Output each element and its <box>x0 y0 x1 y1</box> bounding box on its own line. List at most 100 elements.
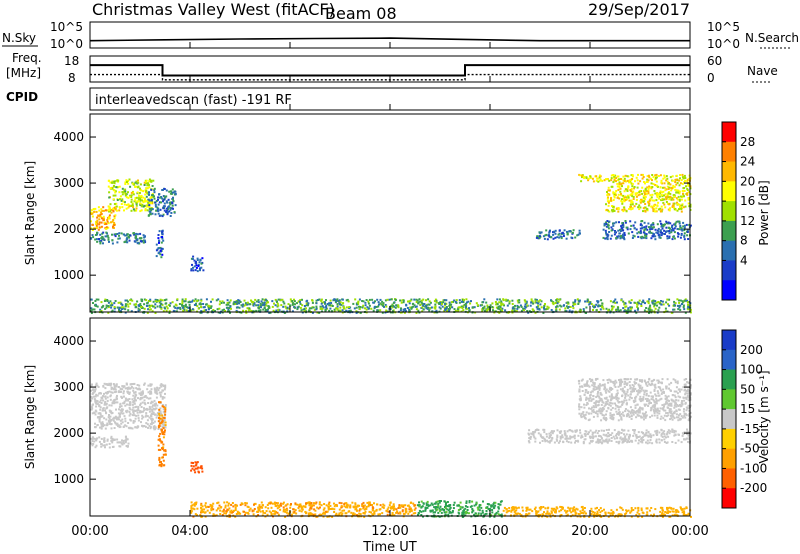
heatmap-cell <box>608 193 611 196</box>
heatmap-cell <box>681 203 684 206</box>
heatmap-cell <box>236 510 239 513</box>
heatmap-cell <box>660 234 663 237</box>
heatmap-cell <box>104 397 107 400</box>
heatmap-cell <box>158 410 161 413</box>
heatmap-cell <box>548 231 551 234</box>
heatmap-cell <box>210 507 213 510</box>
heatmap-cell <box>195 264 198 267</box>
heatmap-cell <box>664 189 667 192</box>
heatmap-cell <box>111 441 114 444</box>
heatmap-cell <box>160 201 162 204</box>
heatmap-cell <box>639 199 642 202</box>
heatmap-cell <box>658 208 660 211</box>
heatmap-cell <box>127 182 130 185</box>
heatmap-cell <box>193 299 196 302</box>
heatmap-cell <box>662 190 665 193</box>
heatmap-cell <box>629 228 632 231</box>
heatmap-cell <box>130 205 132 207</box>
heatmap-cell <box>164 408 167 411</box>
heatmap-cell <box>606 194 609 197</box>
heatmap-cell <box>282 506 285 509</box>
heatmap-cell <box>378 303 380 306</box>
heatmap-cell <box>100 208 103 211</box>
heatmap-cell <box>638 208 641 211</box>
heatmap-cell <box>265 304 268 307</box>
heatmap-cell <box>349 309 352 312</box>
heatmap-cell <box>94 399 97 402</box>
heatmap-cell <box>666 235 669 238</box>
heatmap-cell <box>629 511 632 514</box>
heatmap-cell <box>630 193 633 196</box>
heatmap-cell <box>578 173 581 176</box>
heatmap-cell <box>144 200 146 203</box>
heatmap-cell <box>595 179 598 182</box>
heatmap-cell <box>221 300 224 303</box>
heatmap-cell <box>112 219 115 221</box>
heatmap-cell <box>94 207 97 210</box>
heatmap-cell <box>156 299 159 301</box>
heatmap-cell <box>390 298 393 301</box>
heatmap-cell <box>525 508 528 511</box>
heatmap-cell <box>166 307 169 310</box>
heatmap-cell <box>630 188 633 190</box>
heatmap-cell <box>679 205 681 208</box>
heatmap-cell <box>201 467 204 470</box>
heatmap-cell <box>157 210 160 213</box>
heatmap-cell <box>118 232 121 235</box>
heatmap-cell <box>199 514 202 516</box>
heatmap-cell <box>163 202 166 205</box>
heatmap-cell <box>148 191 150 194</box>
heatmap-cell <box>513 514 516 517</box>
heatmap-cell <box>587 179 590 182</box>
heatmap-cell <box>158 391 161 394</box>
power-ylabel: Slant Range [km] <box>23 161 37 265</box>
heatmap-cell <box>625 512 628 515</box>
heatmap-cell <box>154 213 157 216</box>
heatmap-cell <box>277 308 280 311</box>
heatmap-cell <box>613 233 616 236</box>
heatmap-cell <box>460 305 463 308</box>
heatmap-cell <box>633 187 636 190</box>
heatmap-cell <box>637 307 639 310</box>
heatmap-cell <box>106 406 109 409</box>
heatmap-cell <box>95 382 98 385</box>
heatmap-cell <box>497 513 500 516</box>
heatmap-cell <box>194 298 197 301</box>
heatmap-cell <box>469 302 472 305</box>
heatmap-cell <box>623 199 625 201</box>
heatmap-cell <box>124 194 127 197</box>
heatmap-cell <box>294 303 296 306</box>
heatmap-cell <box>371 298 374 301</box>
heatmap-cell <box>349 504 352 507</box>
heatmap-cell <box>687 238 690 240</box>
heatmap-cell <box>595 175 598 178</box>
heatmap-cell <box>223 301 225 304</box>
heatmap-cell <box>573 509 576 512</box>
heatmap-cell <box>569 437 572 440</box>
heatmap-cell <box>558 510 561 513</box>
heatmap-cell <box>127 196 130 199</box>
heatmap-cell <box>643 191 646 194</box>
heatmap-cell <box>354 503 357 506</box>
heatmap-cell <box>641 192 644 195</box>
heatmap-cell <box>100 212 103 215</box>
heatmap-cell <box>253 310 255 313</box>
heatmap-cell <box>96 222 99 225</box>
heatmap-cell <box>633 205 636 208</box>
heatmap-cell <box>678 184 681 187</box>
heatmap-cell <box>236 504 238 507</box>
heatmap-cell <box>162 423 165 426</box>
heatmap-cell <box>641 186 644 189</box>
heatmap-cell <box>132 208 135 211</box>
heatmap-cell <box>120 405 123 408</box>
heatmap-cell <box>654 300 657 303</box>
heatmap-cell <box>648 200 651 203</box>
heatmap-cell <box>630 510 633 513</box>
heatmap-cell <box>689 308 692 311</box>
heatmap-cell <box>606 200 609 203</box>
heatmap-cell <box>237 512 240 515</box>
heatmap-cell <box>90 309 93 312</box>
heatmap-cell <box>654 228 657 231</box>
heatmap-cell <box>309 512 312 515</box>
noise-left-label: N.Sky <box>2 31 36 45</box>
